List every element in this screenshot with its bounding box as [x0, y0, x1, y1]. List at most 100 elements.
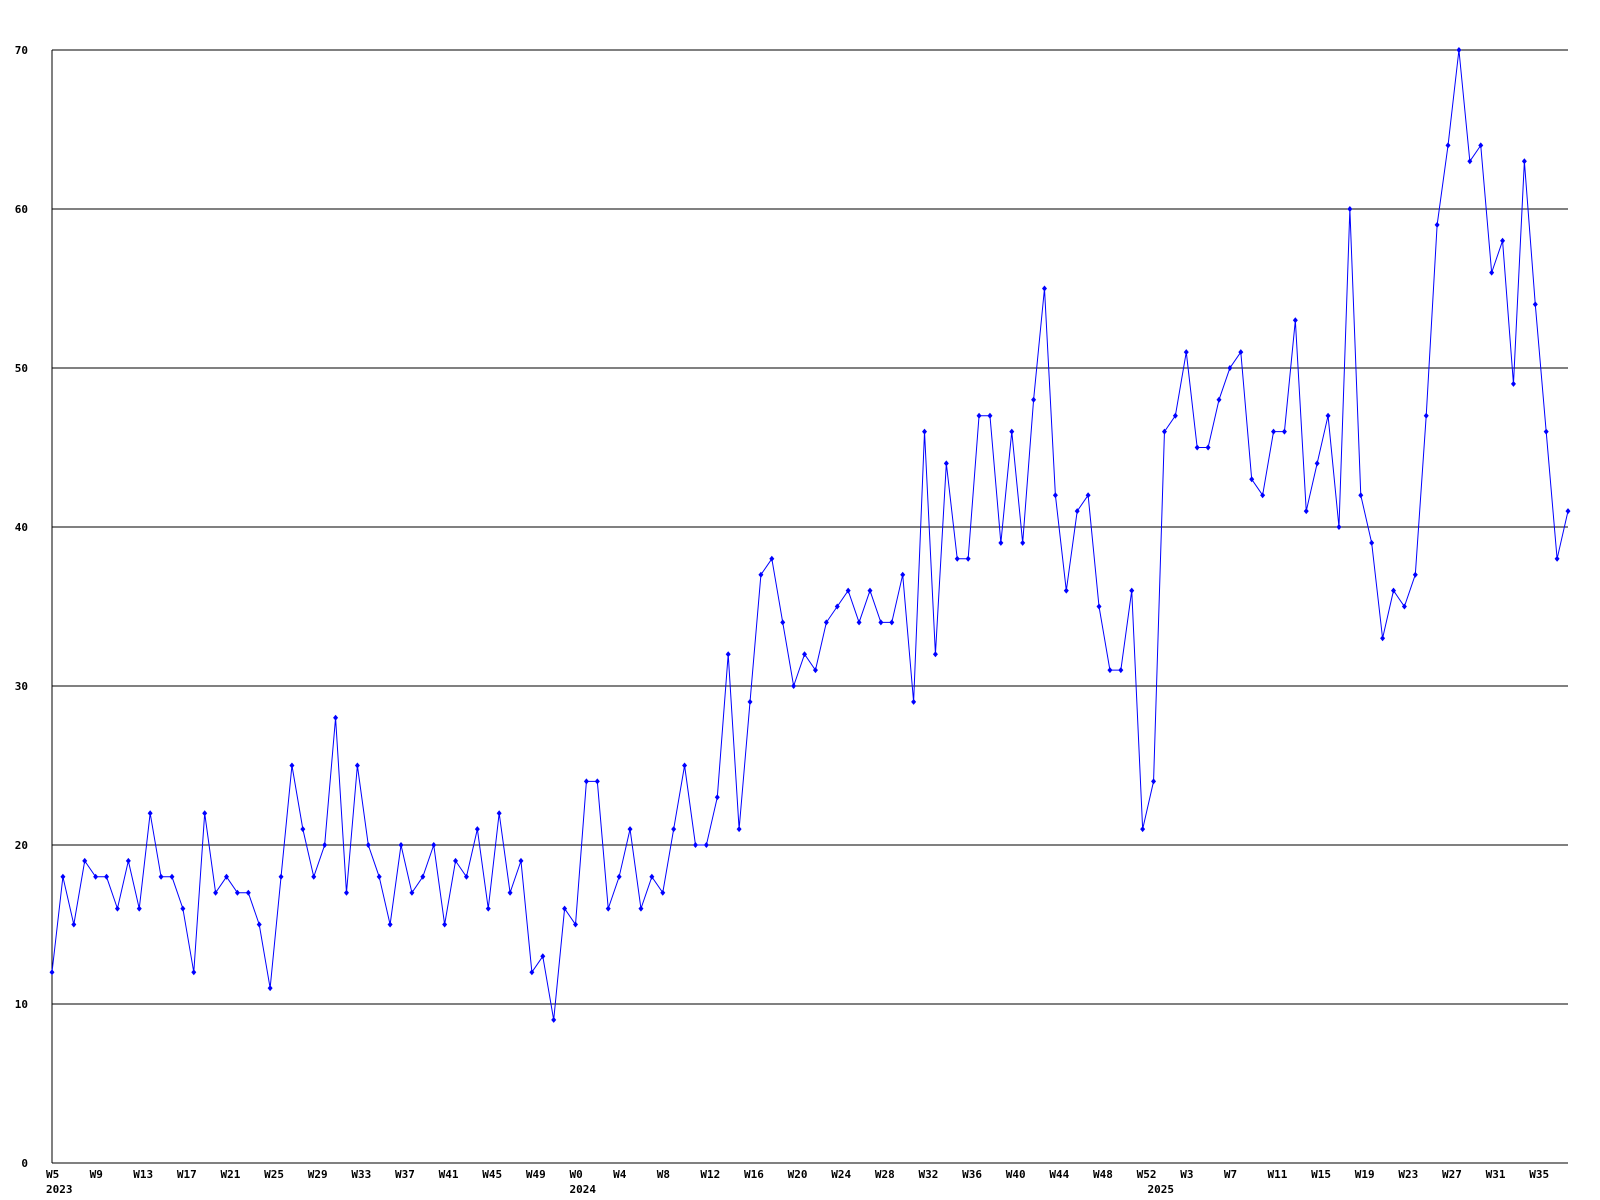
data-point [1238, 349, 1244, 356]
data-point [703, 842, 709, 848]
x-tick-label: W19 [1355, 1168, 1375, 1181]
data-point [191, 969, 197, 976]
x-tick-label: W44 [1049, 1168, 1069, 1181]
data-point [605, 905, 611, 912]
data-point [1467, 158, 1473, 165]
data-point [1445, 142, 1451, 149]
data-point [136, 905, 142, 912]
y-tick-label: 60 [15, 203, 28, 216]
data-point [562, 905, 568, 912]
data-point [1325, 412, 1331, 419]
x-tick-label: W35 [1529, 1168, 1549, 1181]
data-point [1194, 444, 1200, 451]
x-tick-label: W4 [613, 1168, 627, 1181]
data-point [507, 889, 513, 896]
data-point [540, 953, 546, 960]
x-tick-label: W33 [351, 1168, 371, 1181]
data-point [1478, 142, 1484, 149]
data-point [409, 889, 415, 896]
data-point [147, 810, 153, 817]
data-point [1500, 237, 1506, 244]
x-tick-label: W40 [1006, 1168, 1026, 1181]
data-point [224, 873, 230, 880]
data-point [485, 905, 491, 912]
x-tick-label: W13 [133, 1168, 153, 1181]
data-point [627, 826, 633, 833]
data-point [791, 683, 797, 689]
data-point [889, 619, 895, 626]
data-point [692, 842, 698, 848]
data-point [202, 810, 208, 817]
data-point [812, 667, 818, 674]
data-point [518, 857, 524, 864]
data-point [878, 619, 884, 626]
data-point [311, 873, 317, 880]
data-point [333, 714, 339, 721]
data-point [158, 873, 164, 880]
y-tick-label: 0 [21, 1157, 28, 1170]
data-point [1096, 603, 1102, 610]
data-point [60, 873, 66, 880]
data-point [1249, 476, 1255, 483]
data-point [71, 921, 77, 928]
data-point [453, 857, 459, 864]
data-point [1369, 539, 1375, 546]
data-point [496, 810, 502, 817]
data-point [802, 651, 808, 658]
y-tick-label: 30 [15, 680, 28, 693]
data-point [583, 778, 589, 785]
data-point [93, 873, 99, 880]
data-point [1489, 269, 1495, 276]
data-point [1412, 571, 1418, 578]
data-point [573, 921, 579, 928]
data-point [1358, 492, 1364, 499]
x-year-label: 2025 [1148, 1183, 1175, 1196]
data-point [1085, 492, 1091, 499]
data-point [125, 857, 131, 864]
data-point [267, 985, 273, 992]
data-point [300, 826, 306, 833]
x-tick-label: W45 [482, 1168, 502, 1181]
data-point [1336, 524, 1342, 530]
data-point [1161, 428, 1167, 435]
data-point [1172, 412, 1178, 419]
data-point [529, 969, 535, 976]
data-point [1118, 667, 1124, 674]
data-point [256, 921, 262, 928]
data-point [1020, 539, 1026, 546]
data-point [1434, 221, 1440, 228]
data-point [1456, 47, 1462, 53]
data-point [474, 826, 480, 833]
y-tick-label: 40 [15, 521, 28, 534]
data-point [1260, 492, 1266, 499]
data-point [616, 873, 622, 880]
data-point [431, 842, 437, 848]
data-point [769, 555, 775, 562]
data-point [82, 857, 88, 864]
data-point [1063, 587, 1069, 594]
data-point [747, 698, 753, 705]
data-point [1292, 317, 1298, 324]
x-tick-label: W32 [919, 1168, 939, 1181]
data-point [725, 651, 731, 658]
x-tick-label: W9 [90, 1168, 103, 1181]
data-point [758, 571, 764, 578]
x-tick-label: W16 [744, 1168, 764, 1181]
y-tick-label: 50 [15, 362, 28, 375]
data-point [114, 905, 120, 912]
data-point [932, 651, 938, 658]
data-point [1151, 778, 1157, 785]
x-tick-label: W7 [1224, 1168, 1237, 1181]
data-point [954, 555, 960, 562]
x-year-label: 2023 [46, 1183, 73, 1196]
data-line [51, 49, 1569, 1020]
x-tick-label: W49 [526, 1168, 546, 1181]
data-point [365, 842, 371, 848]
data-point [1052, 492, 1058, 499]
x-tick-label: W23 [1398, 1168, 1418, 1181]
data-point [442, 921, 448, 928]
data-point [354, 762, 360, 769]
data-point [845, 587, 851, 594]
x-tick-label: W12 [700, 1168, 720, 1181]
y-tick-label: 20 [15, 839, 28, 852]
